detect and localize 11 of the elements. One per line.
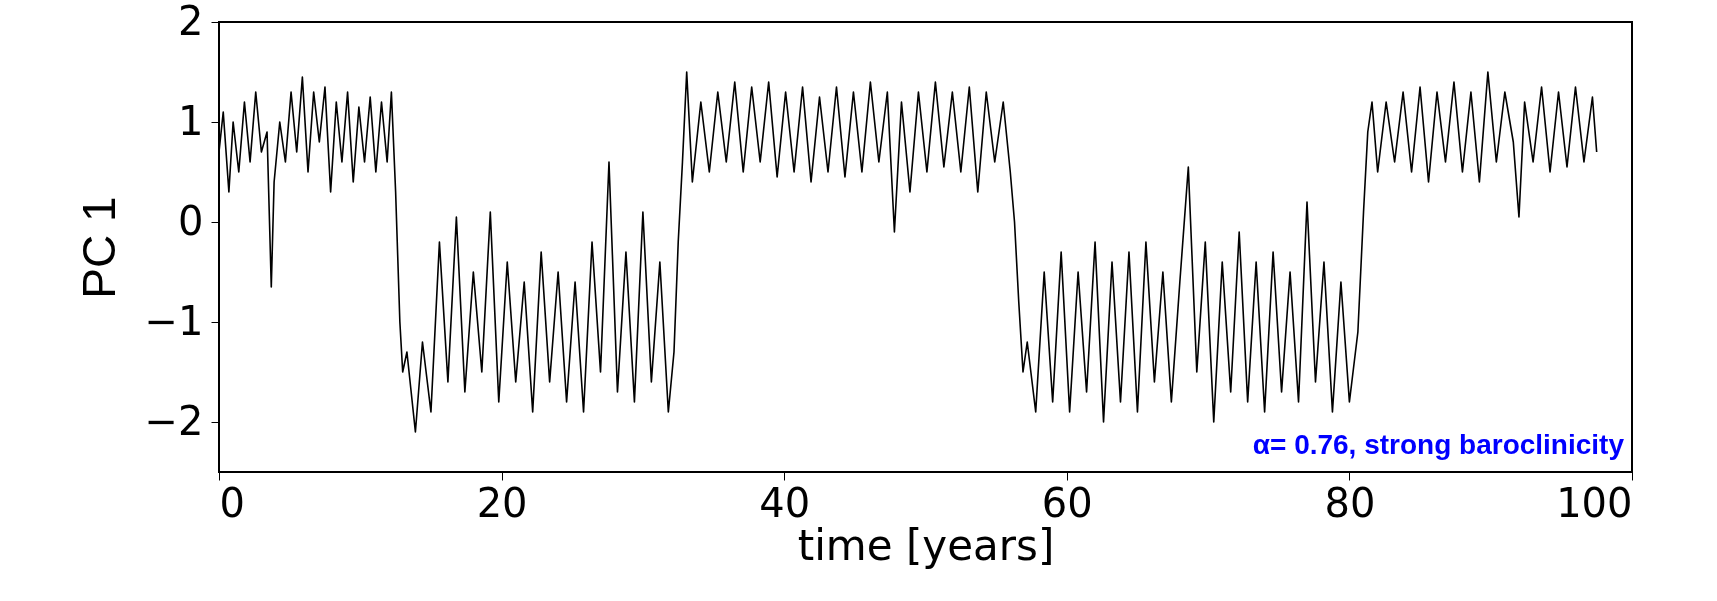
y-tick-label: 0 (178, 197, 204, 244)
y-tick-label: −2 (144, 397, 204, 444)
x-tick-label: 20 (476, 479, 528, 526)
y-tick-label: −1 (144, 297, 204, 344)
x-tick-label: 100 (1556, 479, 1633, 526)
x-tick-label: 0 (219, 479, 245, 526)
y-axis-title: PC 1 (72, 196, 125, 299)
annotation: α= 0.76, strong baroclinicity (1252, 429, 1625, 460)
x-tick-label: 80 (1324, 479, 1376, 526)
y-tick-label: 1 (178, 97, 204, 144)
y-tick-label: 2 (178, 0, 204, 44)
